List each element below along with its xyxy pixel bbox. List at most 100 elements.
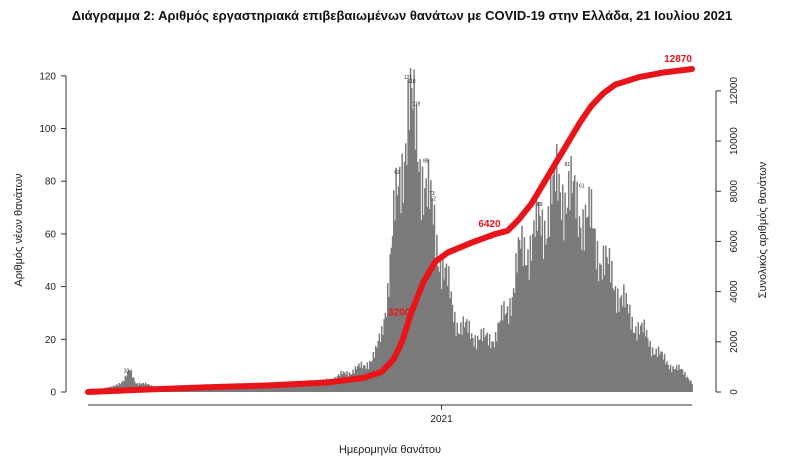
daily-bar <box>607 264 610 392</box>
daily-bar <box>299 383 302 392</box>
daily-bar <box>239 388 242 392</box>
daily-bar <box>476 335 479 392</box>
daily-bar <box>122 380 124 392</box>
daily-bar <box>415 104 418 392</box>
daily-bar <box>659 354 661 392</box>
daily-bar <box>257 386 260 392</box>
daily-bar <box>597 281 600 392</box>
bar-value-label: 85 <box>423 158 429 164</box>
daily-bar <box>440 289 443 392</box>
daily-bar <box>413 69 415 392</box>
daily-bar <box>286 385 288 392</box>
daily-bar <box>307 381 310 392</box>
left-tick-label: 0 <box>50 388 56 399</box>
daily-bar <box>602 245 605 392</box>
daily-bar <box>478 340 480 392</box>
daily-bar <box>588 186 590 392</box>
daily-bar <box>319 379 322 392</box>
daily-bar <box>621 306 624 392</box>
daily-bar <box>298 385 300 392</box>
daily-bar <box>221 387 224 392</box>
daily-bar <box>238 386 240 392</box>
daily-bar <box>487 345 490 392</box>
daily-bar <box>285 383 287 392</box>
bar-value-label: 110 <box>408 79 416 85</box>
daily-bar <box>687 378 690 392</box>
daily-bar <box>583 250 586 392</box>
daily-bar <box>282 385 285 392</box>
daily-bar <box>497 322 499 392</box>
daily-bar <box>295 385 298 392</box>
daily-bar <box>615 312 618 392</box>
daily-bar <box>324 380 327 392</box>
daily-bar <box>315 384 317 392</box>
daily-bar <box>279 384 281 392</box>
daily-bar <box>227 388 230 392</box>
daily-bar <box>240 387 243 392</box>
daily-bar <box>593 228 595 392</box>
daily-bar <box>542 258 545 392</box>
bar-value-label: 10 <box>124 369 130 375</box>
daily-bar <box>523 237 526 392</box>
daily-bar <box>632 332 635 392</box>
daily-bar <box>649 340 651 392</box>
daily-bar <box>288 384 291 392</box>
chart-title: Διάγραμμα 2: Αριθμός εργαστηριακά επιβεβ… <box>71 8 733 23</box>
daily-bar <box>118 383 121 392</box>
daily-bar <box>391 236 394 392</box>
daily-bar <box>443 279 445 392</box>
daily-bar <box>496 341 498 392</box>
daily-bar <box>643 319 645 392</box>
daily-bar <box>463 327 466 392</box>
daily-bar <box>330 380 333 392</box>
daily-bar <box>304 383 306 392</box>
daily-bar <box>311 382 314 392</box>
daily-bar <box>650 356 653 392</box>
daily-bar <box>619 297 621 392</box>
daily-bar <box>331 378 334 392</box>
daily-bar <box>480 329 482 392</box>
daily-bar <box>404 143 407 392</box>
daily-bar <box>479 339 481 392</box>
daily-bar <box>388 296 390 392</box>
daily-bar <box>570 156 572 392</box>
daily-bar <box>383 319 385 392</box>
daily-bar <box>392 190 395 392</box>
daily-bar <box>398 166 401 392</box>
daily-bar <box>261 385 263 392</box>
daily-bar <box>446 285 449 392</box>
daily-bar <box>674 369 677 392</box>
daily-bar <box>353 373 355 392</box>
daily-bar <box>397 186 400 392</box>
daily-bar <box>271 385 274 392</box>
daily-bar <box>576 181 578 392</box>
daily-bar <box>518 239 521 392</box>
daily-bar <box>648 346 650 392</box>
daily-bar <box>541 209 544 392</box>
bar-value-label: 89 <box>537 202 543 208</box>
daily-bar <box>396 195 399 392</box>
daily-bar <box>458 334 461 392</box>
daily-bar <box>680 368 683 392</box>
daily-bar <box>555 144 558 392</box>
daily-bar <box>434 259 437 392</box>
daily-bar <box>130 369 133 392</box>
daily-bar <box>253 386 256 392</box>
daily-bar <box>582 209 584 392</box>
daily-bar <box>685 378 687 392</box>
daily-bar <box>419 159 421 392</box>
daily-bar <box>663 353 666 392</box>
daily-bar <box>442 254 444 392</box>
daily-bar <box>321 381 323 392</box>
daily-bar <box>546 238 548 392</box>
daily-bar <box>608 248 611 392</box>
daily-bar <box>600 264 602 392</box>
daily-bar <box>222 387 225 392</box>
daily-bar <box>561 184 564 392</box>
daily-bar <box>690 380 692 392</box>
daily-bar <box>400 213 402 392</box>
daily-bar <box>515 253 517 392</box>
daily-bar <box>691 384 693 392</box>
daily-bar <box>587 216 589 392</box>
daily-bar <box>654 354 656 392</box>
